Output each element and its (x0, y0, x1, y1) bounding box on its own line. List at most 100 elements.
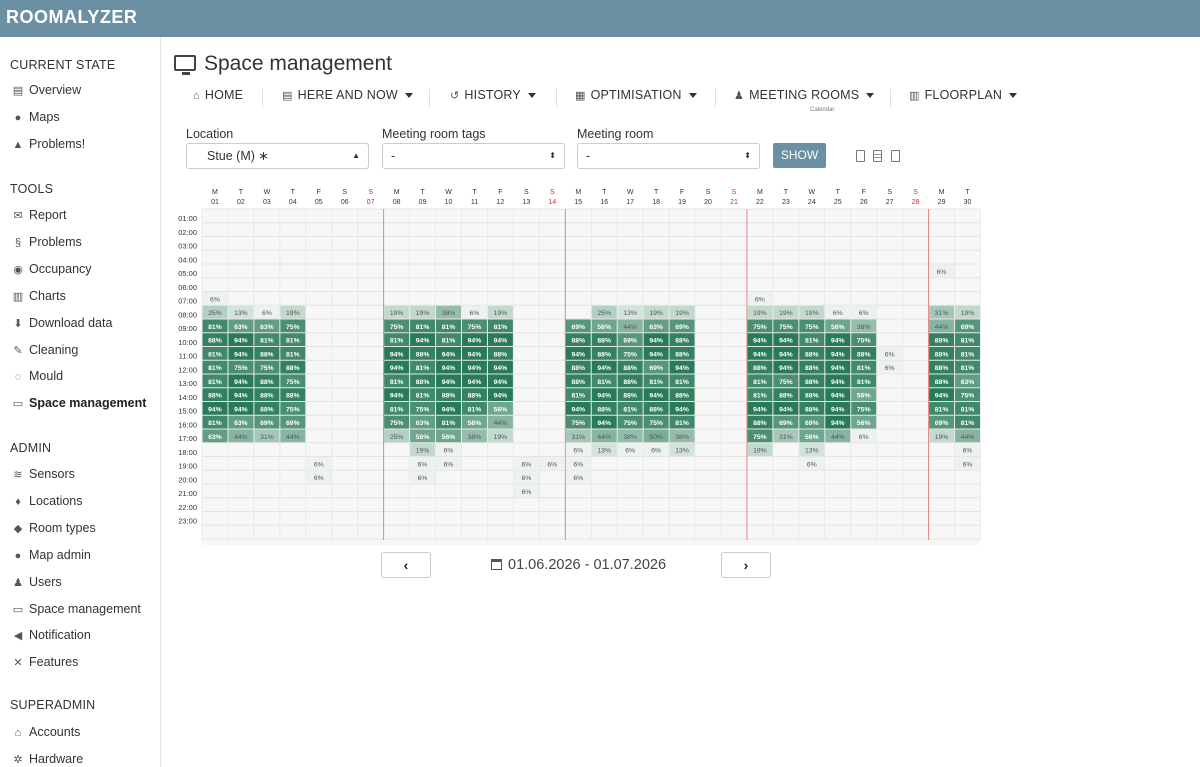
heatmap-cell (773, 429, 799, 443)
heatmap-cell-label: 6% (573, 461, 583, 468)
heatmap-cell (825, 319, 851, 333)
heatmap-cell-label: 88% (753, 365, 767, 372)
heatmap-cell-label: 94% (494, 393, 508, 400)
heatmap-cell-label: 81% (208, 351, 222, 358)
sidebar-item-overview[interactable]: ▤ Overview (11, 81, 81, 99)
here-and-now-dropdown[interactable]: ▤ HERE AND NOW (282, 88, 413, 102)
heatmap-cell (955, 457, 980, 470)
sidebar-item-space-management[interactable]: ▭ Space management (11, 600, 141, 618)
weekday-label: T (239, 189, 244, 196)
heatmap-cell-label: 94% (831, 351, 845, 358)
app-logo[interactable]: ROOMALYZER (6, 7, 138, 27)
sidebar-item-maps[interactable]: ● Maps (11, 108, 60, 126)
heatmap-cell (565, 360, 591, 374)
heatmap-cell-label: 75% (753, 324, 767, 331)
sidebar-item-notification[interactable]: ◀ Notification (11, 626, 91, 644)
heatmap-cell-label: 81% (390, 406, 404, 413)
heatmap-cell-label: 94% (390, 365, 404, 372)
heatmap-cell (773, 333, 799, 346)
room-select[interactable]: - ⬍ (577, 143, 760, 169)
location-select[interactable]: Stue (M) ∗ ▲ (186, 143, 369, 169)
csv-icon[interactable] (873, 150, 882, 162)
sidebar-item-problems[interactable]: § Problems (11, 233, 82, 251)
heatmap-cell (929, 429, 955, 443)
heatmap-cell-label: 6% (885, 365, 895, 372)
heatmap-cell-label: 81% (961, 420, 975, 427)
heatmap-cell (254, 429, 280, 443)
heatmap-cell (228, 415, 254, 429)
heatmap-cell-label: 94% (234, 338, 248, 345)
heatmap-cell (487, 319, 513, 333)
heatmap-cell (747, 305, 773, 319)
heatmap-cell (280, 415, 306, 429)
sidebar-item-accounts[interactable]: ⌂ Accounts (11, 723, 81, 741)
heatmap-cell-label: 94% (779, 351, 793, 358)
sidebar-item-label: Features (29, 655, 79, 670)
heatmap-cell-label: 94% (442, 406, 456, 413)
heatmap-cell (799, 333, 825, 346)
sidebar-item-problems[interactable]: ▲ Problems! (11, 135, 86, 153)
heatmap-cell (955, 415, 980, 429)
heatmap-cell (591, 415, 617, 429)
hour-label: 02:00 (178, 228, 197, 237)
heatmap-cell (384, 415, 410, 429)
heatmap-cell-label: 81% (805, 338, 819, 345)
weekday-label: M (939, 189, 945, 196)
heatmap-cell-label: 6% (963, 461, 973, 468)
heatmap-cell (799, 374, 825, 388)
sidebar-item-map-admin[interactable]: ● Map admin (11, 546, 91, 564)
map-marker-icon: ♦ (15, 495, 21, 508)
previous-period-button[interactable]: ‹ (381, 552, 431, 578)
heatmap-cell (202, 388, 228, 401)
sidebar-item-download-data[interactable]: ⬇ Download data (11, 314, 112, 332)
sidebar-item-report[interactable]: ✉ Report (11, 206, 66, 224)
heatmap-cell-label: 19% (935, 434, 949, 441)
select-arrows-icon: ⬍ (744, 151, 751, 160)
heatmap-cell-label: 69% (675, 324, 689, 331)
hour-label: 23:00 (178, 517, 197, 526)
select-arrows-icon: ⬍ (549, 151, 556, 160)
optimisation-dropdown[interactable]: ▦ OPTIMISATION (575, 88, 697, 102)
heatmap-cell (410, 457, 436, 470)
hour-label: 20:00 (178, 475, 197, 484)
hour-label: 11:00 (179, 352, 197, 361)
sidebar-item-mould[interactable]: ◌ Mould (11, 367, 63, 385)
weekday-label: T (654, 189, 659, 196)
heatmap-cell (228, 374, 254, 388)
heatmap-cell (462, 374, 487, 388)
heatmap-cell (565, 457, 591, 470)
sidebar-item-features[interactable]: ✕ Features (11, 653, 78, 671)
weekday-label: M (575, 189, 581, 196)
meeting-rooms-dropdown[interactable]: ♟ MEETING ROOMS (734, 88, 875, 102)
tags-select[interactable]: - ⬍ (382, 143, 565, 169)
sidebar-item-label: Accounts (29, 725, 81, 739)
history-dropdown[interactable]: ↺ HISTORY (450, 88, 536, 102)
sidebar-item-occupancy[interactable]: ◉ Occupancy (11, 260, 91, 278)
heatmap-cell-label: 81% (961, 338, 975, 345)
heatmap-cell-label: 56% (805, 434, 819, 441)
sidebar-item-sensors[interactable]: ≋ Sensors (11, 465, 74, 483)
floorplan-dropdown[interactable]: ▥ FLOORPLAN (909, 88, 1018, 102)
pdf-icon[interactable] (891, 150, 900, 162)
heatmap-cell-label: 31% (935, 310, 949, 317)
copy-icon[interactable] (856, 150, 865, 162)
sidebar-item-hardware[interactable]: ✲ Hardware (11, 750, 83, 767)
heatmap-cell (773, 415, 799, 429)
heatmap-cell-label: 81% (416, 324, 430, 331)
sidebar-item-space-management[interactable]: ▭ Space management (11, 394, 147, 412)
heatmap-cell-label: 81% (442, 420, 456, 427)
home-tab[interactable]: ⌂ HOME (193, 88, 244, 102)
show-button[interactable]: SHOW (773, 143, 826, 168)
next-period-button[interactable]: › (721, 552, 771, 578)
heatmap-cell-label: 38% (623, 434, 637, 441)
sidebar-item-users[interactable]: ♟ Users (11, 573, 62, 591)
sidebar-item-charts[interactable]: ▥ Charts (11, 287, 66, 305)
heatmap-cell (851, 374, 877, 388)
heatmap-cell-label: 69% (935, 420, 949, 427)
sidebar-item-locations[interactable]: ♦ Locations (11, 492, 82, 510)
sidebar-item-room-types[interactable]: ◆ Room types (11, 519, 96, 537)
heatmap-cell (955, 319, 980, 333)
heatmap-cell (747, 374, 773, 388)
sidebar-item-cleaning[interactable]: ✎ Cleaning (11, 341, 78, 359)
heatmap-cell-label: 75% (286, 379, 300, 386)
